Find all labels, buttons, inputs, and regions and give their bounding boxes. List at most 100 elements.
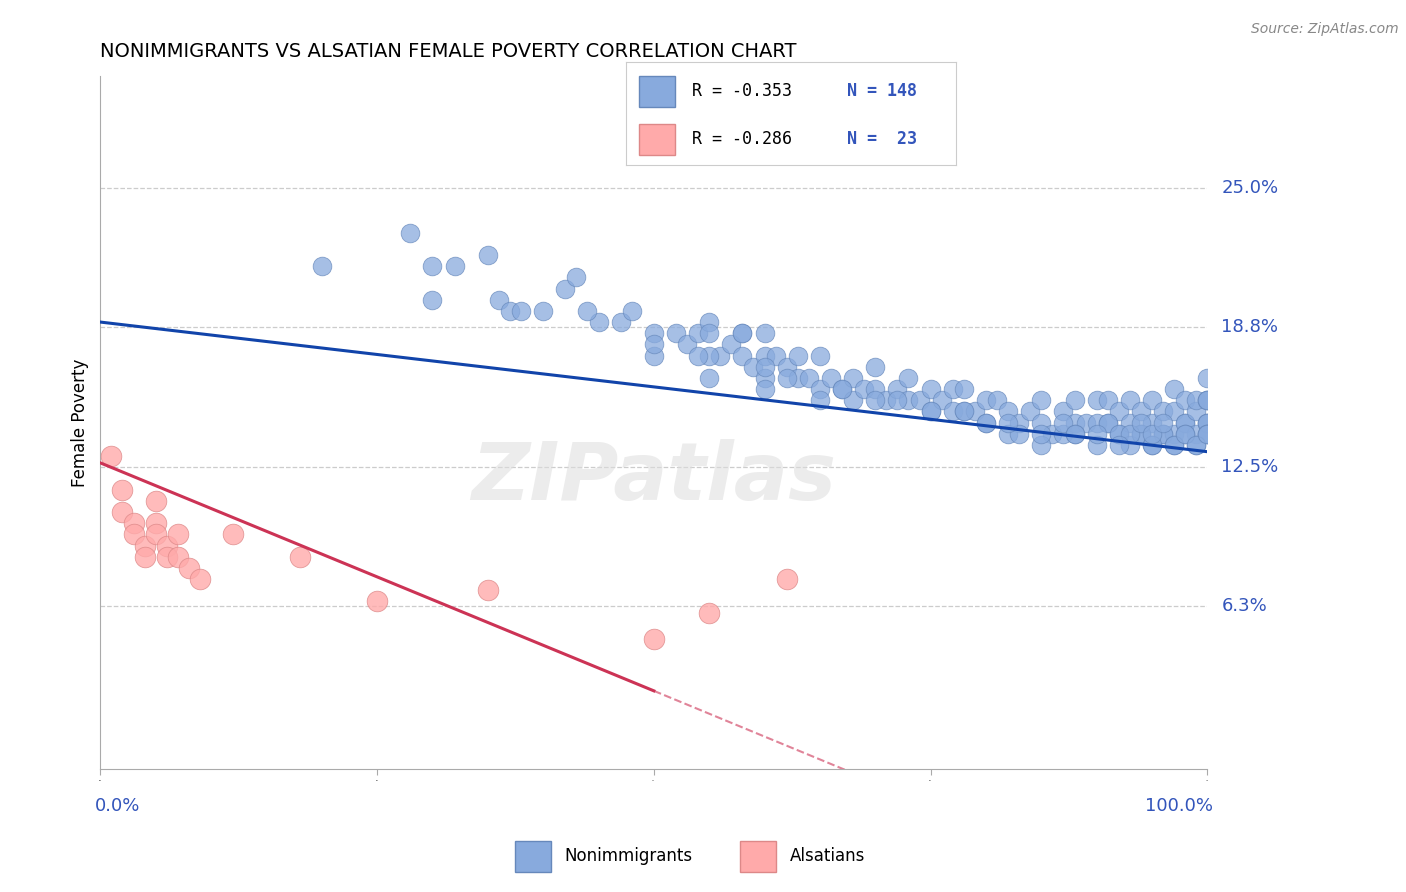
- Point: [931, 393, 953, 408]
- Point: [665, 326, 688, 341]
- Point: [1197, 416, 1219, 430]
- Point: [222, 527, 245, 541]
- Point: [997, 404, 1019, 418]
- Point: [842, 371, 865, 385]
- Point: [1163, 438, 1185, 452]
- Point: [1052, 426, 1074, 441]
- Point: [865, 382, 887, 396]
- Point: [1085, 393, 1108, 408]
- FancyBboxPatch shape: [638, 76, 675, 106]
- Point: [676, 337, 699, 351]
- Point: [697, 606, 720, 620]
- Point: [1197, 426, 1219, 441]
- Point: [145, 516, 167, 531]
- Point: [765, 349, 787, 363]
- Point: [697, 315, 720, 329]
- Point: [576, 304, 599, 318]
- Point: [156, 539, 179, 553]
- Point: [643, 632, 665, 647]
- Point: [1129, 416, 1152, 430]
- Point: [1140, 393, 1163, 408]
- Point: [1119, 416, 1142, 430]
- Point: [808, 393, 831, 408]
- Point: [808, 349, 831, 363]
- Point: [786, 349, 808, 363]
- Point: [1163, 404, 1185, 418]
- Point: [842, 393, 865, 408]
- Point: [1163, 438, 1185, 452]
- Point: [477, 248, 499, 262]
- Point: [1152, 416, 1174, 430]
- FancyBboxPatch shape: [638, 124, 675, 155]
- Point: [1197, 426, 1219, 441]
- Point: [1152, 426, 1174, 441]
- Point: [997, 416, 1019, 430]
- Point: [1185, 426, 1208, 441]
- Point: [1008, 426, 1031, 441]
- Point: [565, 270, 588, 285]
- Point: [510, 304, 533, 318]
- Point: [1129, 404, 1152, 418]
- Point: [1152, 404, 1174, 418]
- Point: [1063, 426, 1085, 441]
- Point: [754, 382, 776, 396]
- Point: [942, 404, 965, 418]
- Point: [122, 527, 145, 541]
- Point: [1197, 416, 1219, 430]
- Text: Source: ZipAtlas.com: Source: ZipAtlas.com: [1251, 22, 1399, 37]
- Point: [1063, 416, 1085, 430]
- Point: [953, 382, 976, 396]
- Point: [166, 549, 188, 564]
- Point: [643, 337, 665, 351]
- Point: [1140, 416, 1163, 430]
- Point: [422, 259, 444, 273]
- Point: [122, 516, 145, 531]
- Point: [974, 416, 997, 430]
- Point: [776, 359, 799, 374]
- Point: [853, 382, 876, 396]
- Point: [399, 226, 422, 240]
- Point: [886, 393, 908, 408]
- Point: [1031, 426, 1053, 441]
- Point: [1197, 393, 1219, 408]
- Point: [554, 281, 576, 295]
- Point: [1174, 426, 1197, 441]
- Text: 12.5%: 12.5%: [1222, 458, 1278, 476]
- Text: NONIMMIGRANTS VS ALSATIAN FEMALE POVERTY CORRELATION CHART: NONIMMIGRANTS VS ALSATIAN FEMALE POVERTY…: [100, 42, 797, 61]
- Point: [1097, 416, 1119, 430]
- Point: [688, 326, 710, 341]
- Point: [1129, 426, 1152, 441]
- Point: [1074, 416, 1097, 430]
- Point: [156, 549, 179, 564]
- Point: [134, 539, 156, 553]
- Text: R = -0.286: R = -0.286: [692, 130, 792, 148]
- Point: [1085, 438, 1108, 452]
- Point: [1052, 416, 1074, 430]
- Point: [942, 382, 965, 396]
- Point: [920, 382, 942, 396]
- Point: [865, 393, 887, 408]
- Text: 6.3%: 6.3%: [1222, 597, 1267, 615]
- Point: [831, 382, 853, 396]
- Point: [897, 393, 920, 408]
- Point: [697, 326, 720, 341]
- Point: [1031, 393, 1053, 408]
- Point: [1140, 438, 1163, 452]
- Text: N = 148: N = 148: [846, 82, 917, 100]
- Point: [531, 304, 554, 318]
- Point: [477, 583, 499, 598]
- Point: [1119, 426, 1142, 441]
- Point: [1119, 438, 1142, 452]
- Point: [609, 315, 631, 329]
- Text: Alsatians: Alsatians: [790, 847, 865, 865]
- Text: 25.0%: 25.0%: [1222, 179, 1278, 197]
- Point: [974, 416, 997, 430]
- Point: [831, 382, 853, 396]
- Point: [311, 259, 333, 273]
- Point: [688, 349, 710, 363]
- Point: [488, 293, 510, 307]
- Text: R = -0.353: R = -0.353: [692, 82, 792, 100]
- Point: [886, 382, 908, 396]
- Text: 100.0%: 100.0%: [1144, 797, 1213, 814]
- Point: [588, 315, 610, 329]
